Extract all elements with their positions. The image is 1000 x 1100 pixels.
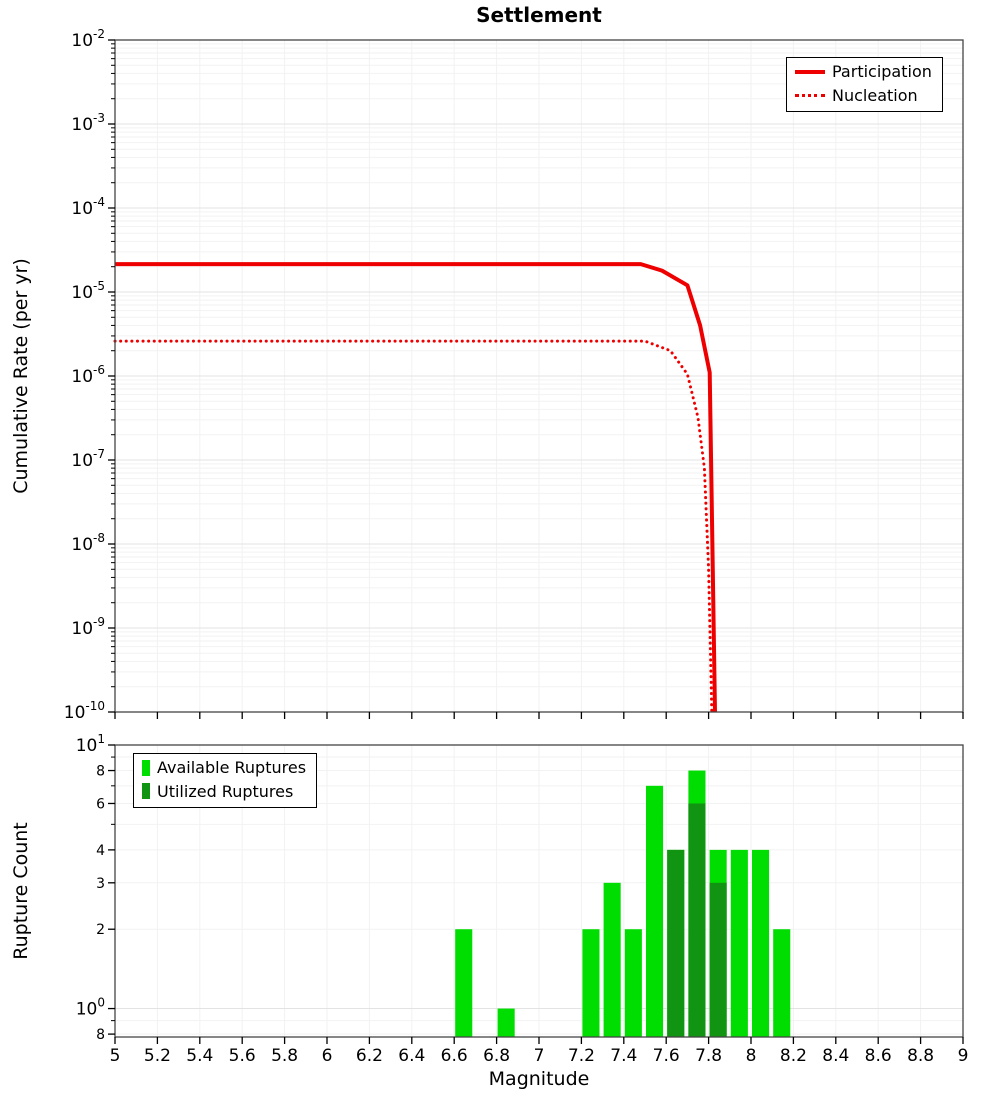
participation-legend-label: Participation [832,62,932,81]
x-tick-label: 8 [746,1046,757,1066]
y-tick-label: 100 [76,996,105,1020]
x-tick-label: 5.2 [144,1046,171,1066]
y-tick-label: 10-4 [71,195,105,219]
available-bar [646,785,664,1037]
x-tick-label: 5.4 [186,1046,213,1066]
top-y-axis-label: Cumulative Rate (per yr) [10,258,32,494]
y-tick-label: 101 [76,732,105,756]
y-tick-label: 6 [96,796,105,812]
y-tick-label: 10-2 [71,27,105,51]
x-tick-label: 7.2 [568,1046,595,1066]
y-tick-label: 10-5 [71,279,105,303]
x-tick-label: 6 [322,1046,333,1066]
available-ruptures-swatch [142,759,150,776]
available-legend-label: Available Ruptures [157,758,307,777]
x-tick-label: 5.6 [229,1046,256,1066]
y-tick-label: 10-6 [71,363,105,387]
y-tick-label: 10-3 [71,111,105,135]
nucleation-line-swatch [795,93,825,97]
available-bar [624,929,642,1037]
available-bar [497,1008,515,1037]
available-bar [455,929,473,1037]
bottom-legend: Available Ruptures Utilized Ruptures [133,753,318,809]
x-tick-label: 6.8 [483,1046,510,1066]
x-tick-label: 5 [110,1046,121,1066]
x-tick-label: 7 [534,1046,545,1066]
legend-item-utilized-ruptures: Utilized Ruptures [142,781,306,801]
x-tick-label: 9 [958,1046,969,1066]
y-tick-label: 10-8 [71,531,105,555]
y-tick-label: 10-7 [71,447,105,471]
utilized-legend-label: Utilized Ruptures [157,781,294,801]
nucleation-legend-label: Nucleation [832,85,918,105]
y-tick-label: 3 [96,876,105,892]
participation-line [115,262,717,713]
y-tick-label: 8 [96,1027,105,1043]
top-legend: Participation Nucleation [786,57,943,113]
x-tick-label: 7.6 [653,1046,680,1066]
legend-item-available-ruptures: Available Ruptures [142,759,306,777]
x-tick-label: 8.6 [865,1046,892,1066]
x-axis-label: Magnitude [488,1068,590,1090]
y-tick-label: 4 [96,843,105,859]
utilized-bar [709,882,727,1037]
utilized-bar [688,803,706,1037]
x-tick-label: 6.6 [441,1046,468,1066]
x-tick-label: 5.8 [271,1046,298,1066]
x-tick-label: 6.4 [398,1046,425,1066]
available-bar [730,849,748,1037]
legend-item-participation: Participation [795,63,932,81]
y-tick-label: 10-9 [71,615,105,639]
nucleation-line [113,339,714,714]
y-tick-label: 10-10 [64,699,105,723]
x-tick-label: 8.2 [780,1046,807,1066]
available-bar [752,849,770,1037]
x-tick-label: 6.2 [356,1046,383,1066]
available-bar [582,929,600,1037]
participation-line-swatch [795,69,825,74]
y-tick-label: 2 [96,922,105,938]
available-bar [773,929,791,1037]
legend-item-nucleation: Nucleation [795,85,932,105]
chart-title: Settlement [476,3,602,27]
x-tick-label: 8.8 [907,1046,934,1066]
available-bar [603,882,621,1037]
utilized-bar [667,849,685,1037]
x-tick-label: 8.4 [822,1046,849,1066]
x-tick-label: 7.4 [610,1046,637,1066]
utilized-ruptures-swatch [142,783,150,800]
bottom-y-axis-label: Rupture Count [10,822,32,960]
x-tick-label: 7.8 [695,1046,722,1066]
y-tick-label: 8 [96,764,105,780]
